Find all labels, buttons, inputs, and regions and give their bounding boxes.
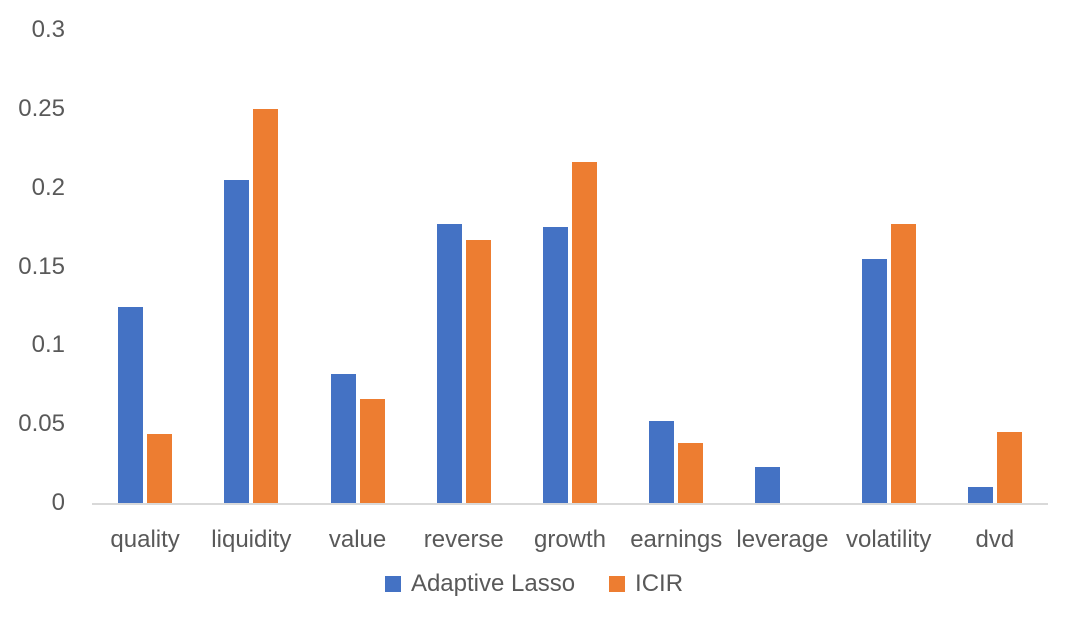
x-axis-label-volatility: volatility xyxy=(845,526,932,553)
bar-adaptive-lasso-value xyxy=(330,373,356,503)
legend-item-icir: ICIR xyxy=(609,572,683,596)
legend-swatch-icir xyxy=(609,576,626,592)
bar-adaptive-lasso-leverage xyxy=(755,466,781,503)
bar-adaptive-lasso-earnings xyxy=(649,421,675,503)
bar-icir-volatility xyxy=(890,223,916,503)
y-axis-tick-label-0-1: 0.1 xyxy=(31,331,65,359)
bar-icir-earnings xyxy=(678,443,704,503)
y-axis-tick-label-0-25: 0.25 xyxy=(18,94,65,122)
y-axis-tick-label-0: 0 xyxy=(51,489,65,516)
bar-adaptive-lasso-dvd xyxy=(967,487,993,503)
legend-item-adaptive-lasso: Adaptive Lasso xyxy=(384,570,576,597)
x-axis-label-earnings: earnings xyxy=(630,526,723,553)
x-axis-label-dvd: dvd xyxy=(975,526,1015,553)
legend-label-adaptive-lasso: Adaptive Lasso xyxy=(410,570,576,597)
x-axis-label-reverse: reverse xyxy=(423,526,504,553)
x-axis-label-quality: quality xyxy=(110,526,180,553)
legend: Adaptive Lasso ICIR xyxy=(0,572,1068,596)
legend-label-icir: ICIR xyxy=(635,570,684,597)
bar-adaptive-lasso-growth xyxy=(543,227,568,503)
y-axis-tick-label-0-3: 0.3 xyxy=(31,16,65,43)
bar-icir-value xyxy=(359,398,385,503)
x-axis-label-liquidity: liquidity xyxy=(211,526,292,553)
bar-adaptive-lasso-quality xyxy=(118,307,144,503)
bar-adaptive-lasso-volatility xyxy=(861,258,887,503)
y-axis-tick-label-0-05: 0.05 xyxy=(18,410,65,438)
y-axis-tick-label-0-2: 0.2 xyxy=(31,173,65,201)
x-axis-line xyxy=(92,503,1048,505)
x-axis-label-growth: growth xyxy=(533,526,607,553)
bar-icir-dvd xyxy=(996,432,1022,503)
y-axis-tick-label-0-15: 0.15 xyxy=(18,252,65,280)
bar-adaptive-lasso-reverse xyxy=(436,223,462,503)
legend-swatch-adaptive-lasso xyxy=(384,576,401,592)
bar-icir-liquidity xyxy=(253,108,279,503)
bar-icir-quality xyxy=(147,433,173,503)
bar-icir-growth xyxy=(572,162,597,503)
bar-adaptive-lasso-liquidity xyxy=(224,179,250,503)
x-axis-label-value: value xyxy=(328,526,387,553)
x-axis-label-leverage: leverage xyxy=(736,526,829,553)
bar-icir-reverse xyxy=(465,239,491,503)
